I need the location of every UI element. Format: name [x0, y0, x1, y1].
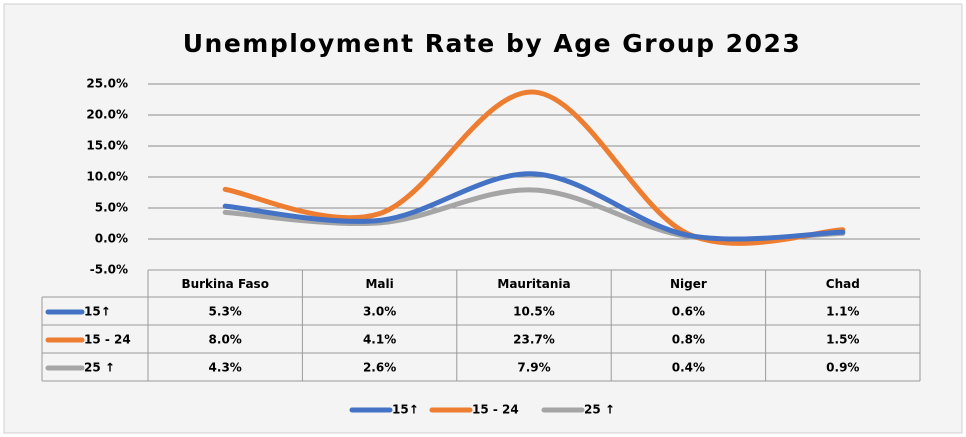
table-cell: 4.1%	[363, 333, 396, 347]
chart-background	[3, 3, 963, 434]
legend-label: 25 ↑	[584, 403, 615, 417]
table-header: Mali	[365, 277, 393, 291]
y-tick-label: -5.0%	[90, 263, 128, 277]
legend-label: 15 - 24	[472, 403, 519, 417]
row-label: 15↑	[84, 305, 111, 319]
table-cell: 1.1%	[826, 305, 859, 319]
table-cell: 0.9%	[826, 361, 859, 375]
table-header: Niger	[670, 277, 707, 291]
table-header: Mauritania	[497, 277, 570, 291]
table-header: Burkina Faso	[181, 277, 269, 291]
row-label: 25 ↑	[84, 361, 115, 375]
table-cell: 1.5%	[826, 333, 859, 347]
table-cell: 5.3%	[209, 305, 242, 319]
table-cell: 23.7%	[513, 333, 555, 347]
table-cell: 3.0%	[363, 305, 396, 319]
line-series	[222, 171, 846, 242]
table-cell: 10.5%	[513, 305, 555, 319]
table-header: Chad	[826, 277, 860, 291]
y-tick-label: 0.0%	[95, 232, 128, 246]
table-cell: 8.0%	[209, 333, 242, 347]
y-tick-label: 25.0%	[86, 77, 128, 91]
table-cell: 4.3%	[209, 361, 242, 375]
y-tick-label: 15.0%	[86, 139, 128, 153]
table-cell: 0.6%	[672, 305, 705, 319]
row-label: 15 - 24	[84, 333, 131, 347]
y-tick-label: 10.0%	[86, 170, 128, 184]
table-cell: 2.6%	[363, 361, 396, 375]
y-tick-label: 20.0%	[86, 108, 128, 122]
chart-title: Unemployment Rate by Age Group 2023	[183, 29, 802, 58]
table-cell: 0.8%	[672, 333, 705, 347]
table-cell: 0.4%	[672, 361, 705, 375]
table-cell: 7.9%	[517, 361, 550, 375]
legend-label: 15↑	[392, 403, 419, 417]
line-series	[222, 89, 846, 246]
y-tick-label: 5.0%	[95, 201, 128, 215]
